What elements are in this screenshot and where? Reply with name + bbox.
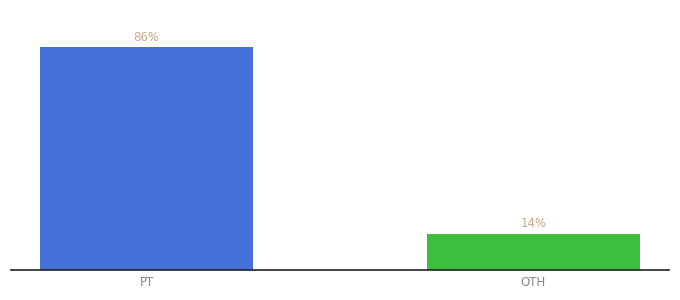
Bar: [40, 47, 253, 270]
Text: 14%: 14%: [520, 217, 547, 230]
Text: 86%: 86%: [133, 31, 160, 44]
Bar: [427, 234, 640, 270]
